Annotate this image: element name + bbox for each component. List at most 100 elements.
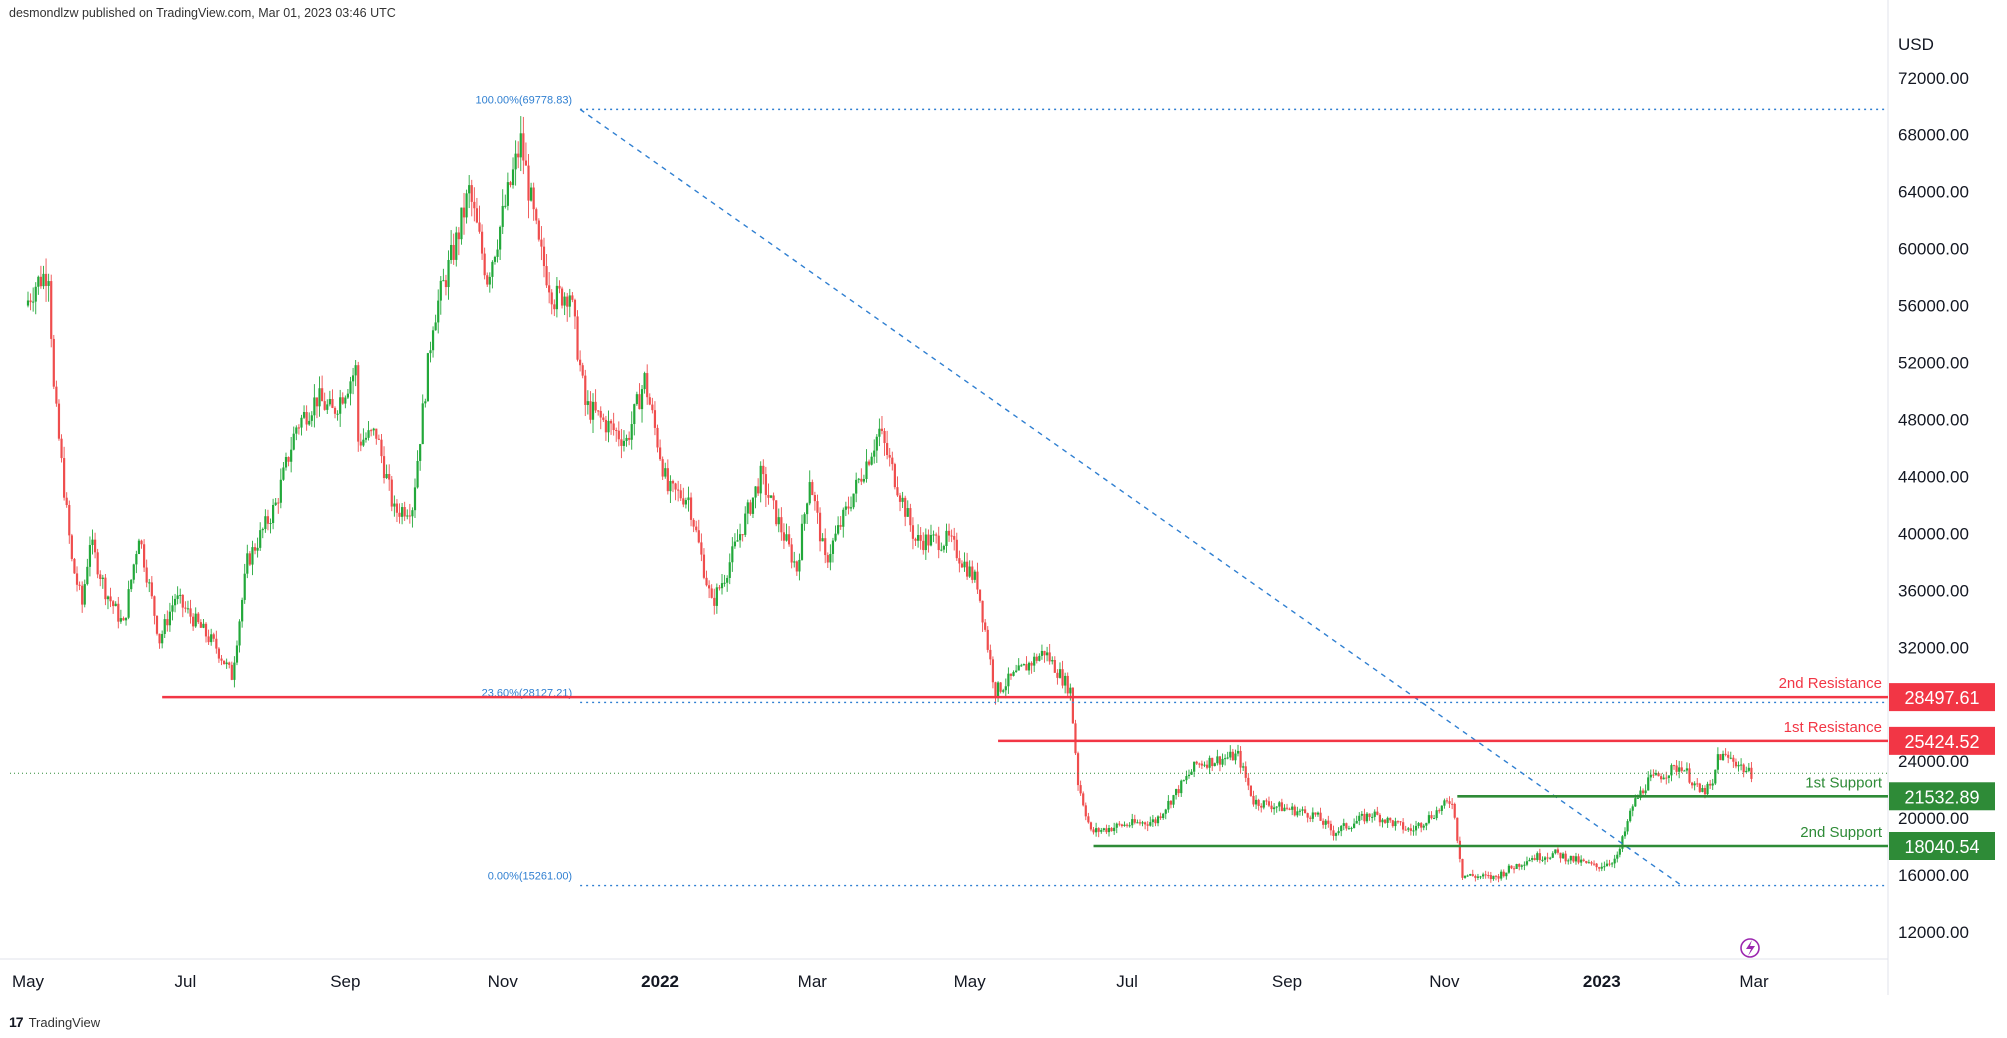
candle xyxy=(26,291,30,308)
candle xyxy=(798,553,801,581)
candle xyxy=(179,588,182,604)
candle xyxy=(52,334,55,390)
candle xyxy=(439,276,442,315)
candle xyxy=(44,258,48,302)
candle xyxy=(256,537,259,558)
candle xyxy=(981,600,984,632)
candle xyxy=(277,498,280,514)
candle xyxy=(545,254,548,288)
candle xyxy=(1711,778,1714,791)
candle xyxy=(630,411,633,450)
candle xyxy=(891,451,894,471)
candle xyxy=(1590,860,1593,866)
candle xyxy=(1613,854,1616,869)
candle xyxy=(1053,656,1056,673)
candle xyxy=(1306,812,1309,823)
candle xyxy=(831,537,835,563)
candle xyxy=(1071,687,1074,724)
candle xyxy=(898,492,902,512)
candles xyxy=(10,116,1888,883)
candle xyxy=(1582,858,1585,862)
candle xyxy=(1536,851,1539,862)
candle xyxy=(57,399,61,441)
candle xyxy=(1195,760,1198,765)
candle xyxy=(1422,823,1425,831)
candle xyxy=(1412,825,1415,836)
flash-icon[interactable] xyxy=(1740,938,1760,958)
candle xyxy=(1564,850,1567,865)
candle xyxy=(339,389,342,427)
candle xyxy=(723,574,726,587)
candle xyxy=(1611,861,1614,868)
candle xyxy=(914,537,917,546)
candle xyxy=(1706,781,1709,797)
x-tick-label: May xyxy=(954,972,987,991)
candle xyxy=(1257,798,1260,811)
candle xyxy=(1701,784,1704,793)
candle xyxy=(1453,802,1456,820)
candle xyxy=(88,536,92,577)
candle xyxy=(457,227,460,256)
candle xyxy=(32,287,35,312)
candle xyxy=(1719,754,1722,761)
candle xyxy=(922,532,925,555)
candle xyxy=(287,456,290,467)
candle xyxy=(532,182,535,221)
candle xyxy=(424,398,427,408)
candle xyxy=(1337,827,1340,836)
y-tick-label: 24000.00 xyxy=(1898,752,1969,771)
candle xyxy=(795,560,798,576)
candle xyxy=(292,426,295,451)
candle xyxy=(535,207,538,225)
candle xyxy=(411,507,414,528)
candle xyxy=(558,280,561,294)
candle xyxy=(1507,863,1511,874)
candle xyxy=(336,410,339,421)
candle xyxy=(821,533,824,542)
candle xyxy=(1391,819,1394,828)
candle xyxy=(620,429,623,459)
candle xyxy=(909,503,912,532)
candle xyxy=(1631,804,1634,817)
candle xyxy=(1683,769,1686,772)
candle xyxy=(426,352,429,402)
candle xyxy=(1657,771,1660,777)
candle xyxy=(323,392,326,411)
candle xyxy=(1520,864,1523,870)
candle xyxy=(34,282,37,315)
candle xyxy=(1048,644,1051,665)
y-tick-label: 16000.00 xyxy=(1898,866,1969,885)
candle xyxy=(682,487,685,508)
x-tick-label: 2022 xyxy=(641,972,679,991)
candle xyxy=(1180,779,1183,797)
candle xyxy=(1262,800,1265,810)
x-tick-label: 2023 xyxy=(1583,972,1621,991)
candle xyxy=(1198,762,1201,768)
candle xyxy=(148,578,151,593)
candle xyxy=(351,367,355,395)
candle xyxy=(189,599,192,624)
candle xyxy=(880,415,884,435)
candle xyxy=(1167,795,1170,813)
candle xyxy=(1750,762,1753,783)
candle xyxy=(473,187,476,222)
candle xyxy=(1445,797,1449,804)
candle xyxy=(945,523,948,553)
support-label: 2nd Support xyxy=(1800,824,1883,841)
candle xyxy=(1399,821,1402,826)
candle xyxy=(787,526,791,547)
candle xyxy=(1156,815,1160,827)
candle xyxy=(878,418,881,447)
candle xyxy=(1654,769,1658,776)
candle xyxy=(684,497,687,509)
candle xyxy=(550,289,553,315)
candle xyxy=(1714,769,1717,786)
candle xyxy=(1618,847,1621,858)
candle xyxy=(135,550,138,574)
candle xyxy=(837,516,840,536)
candle xyxy=(1234,749,1237,765)
candle xyxy=(266,509,270,531)
candle xyxy=(1463,875,1467,879)
candle xyxy=(1556,847,1560,855)
